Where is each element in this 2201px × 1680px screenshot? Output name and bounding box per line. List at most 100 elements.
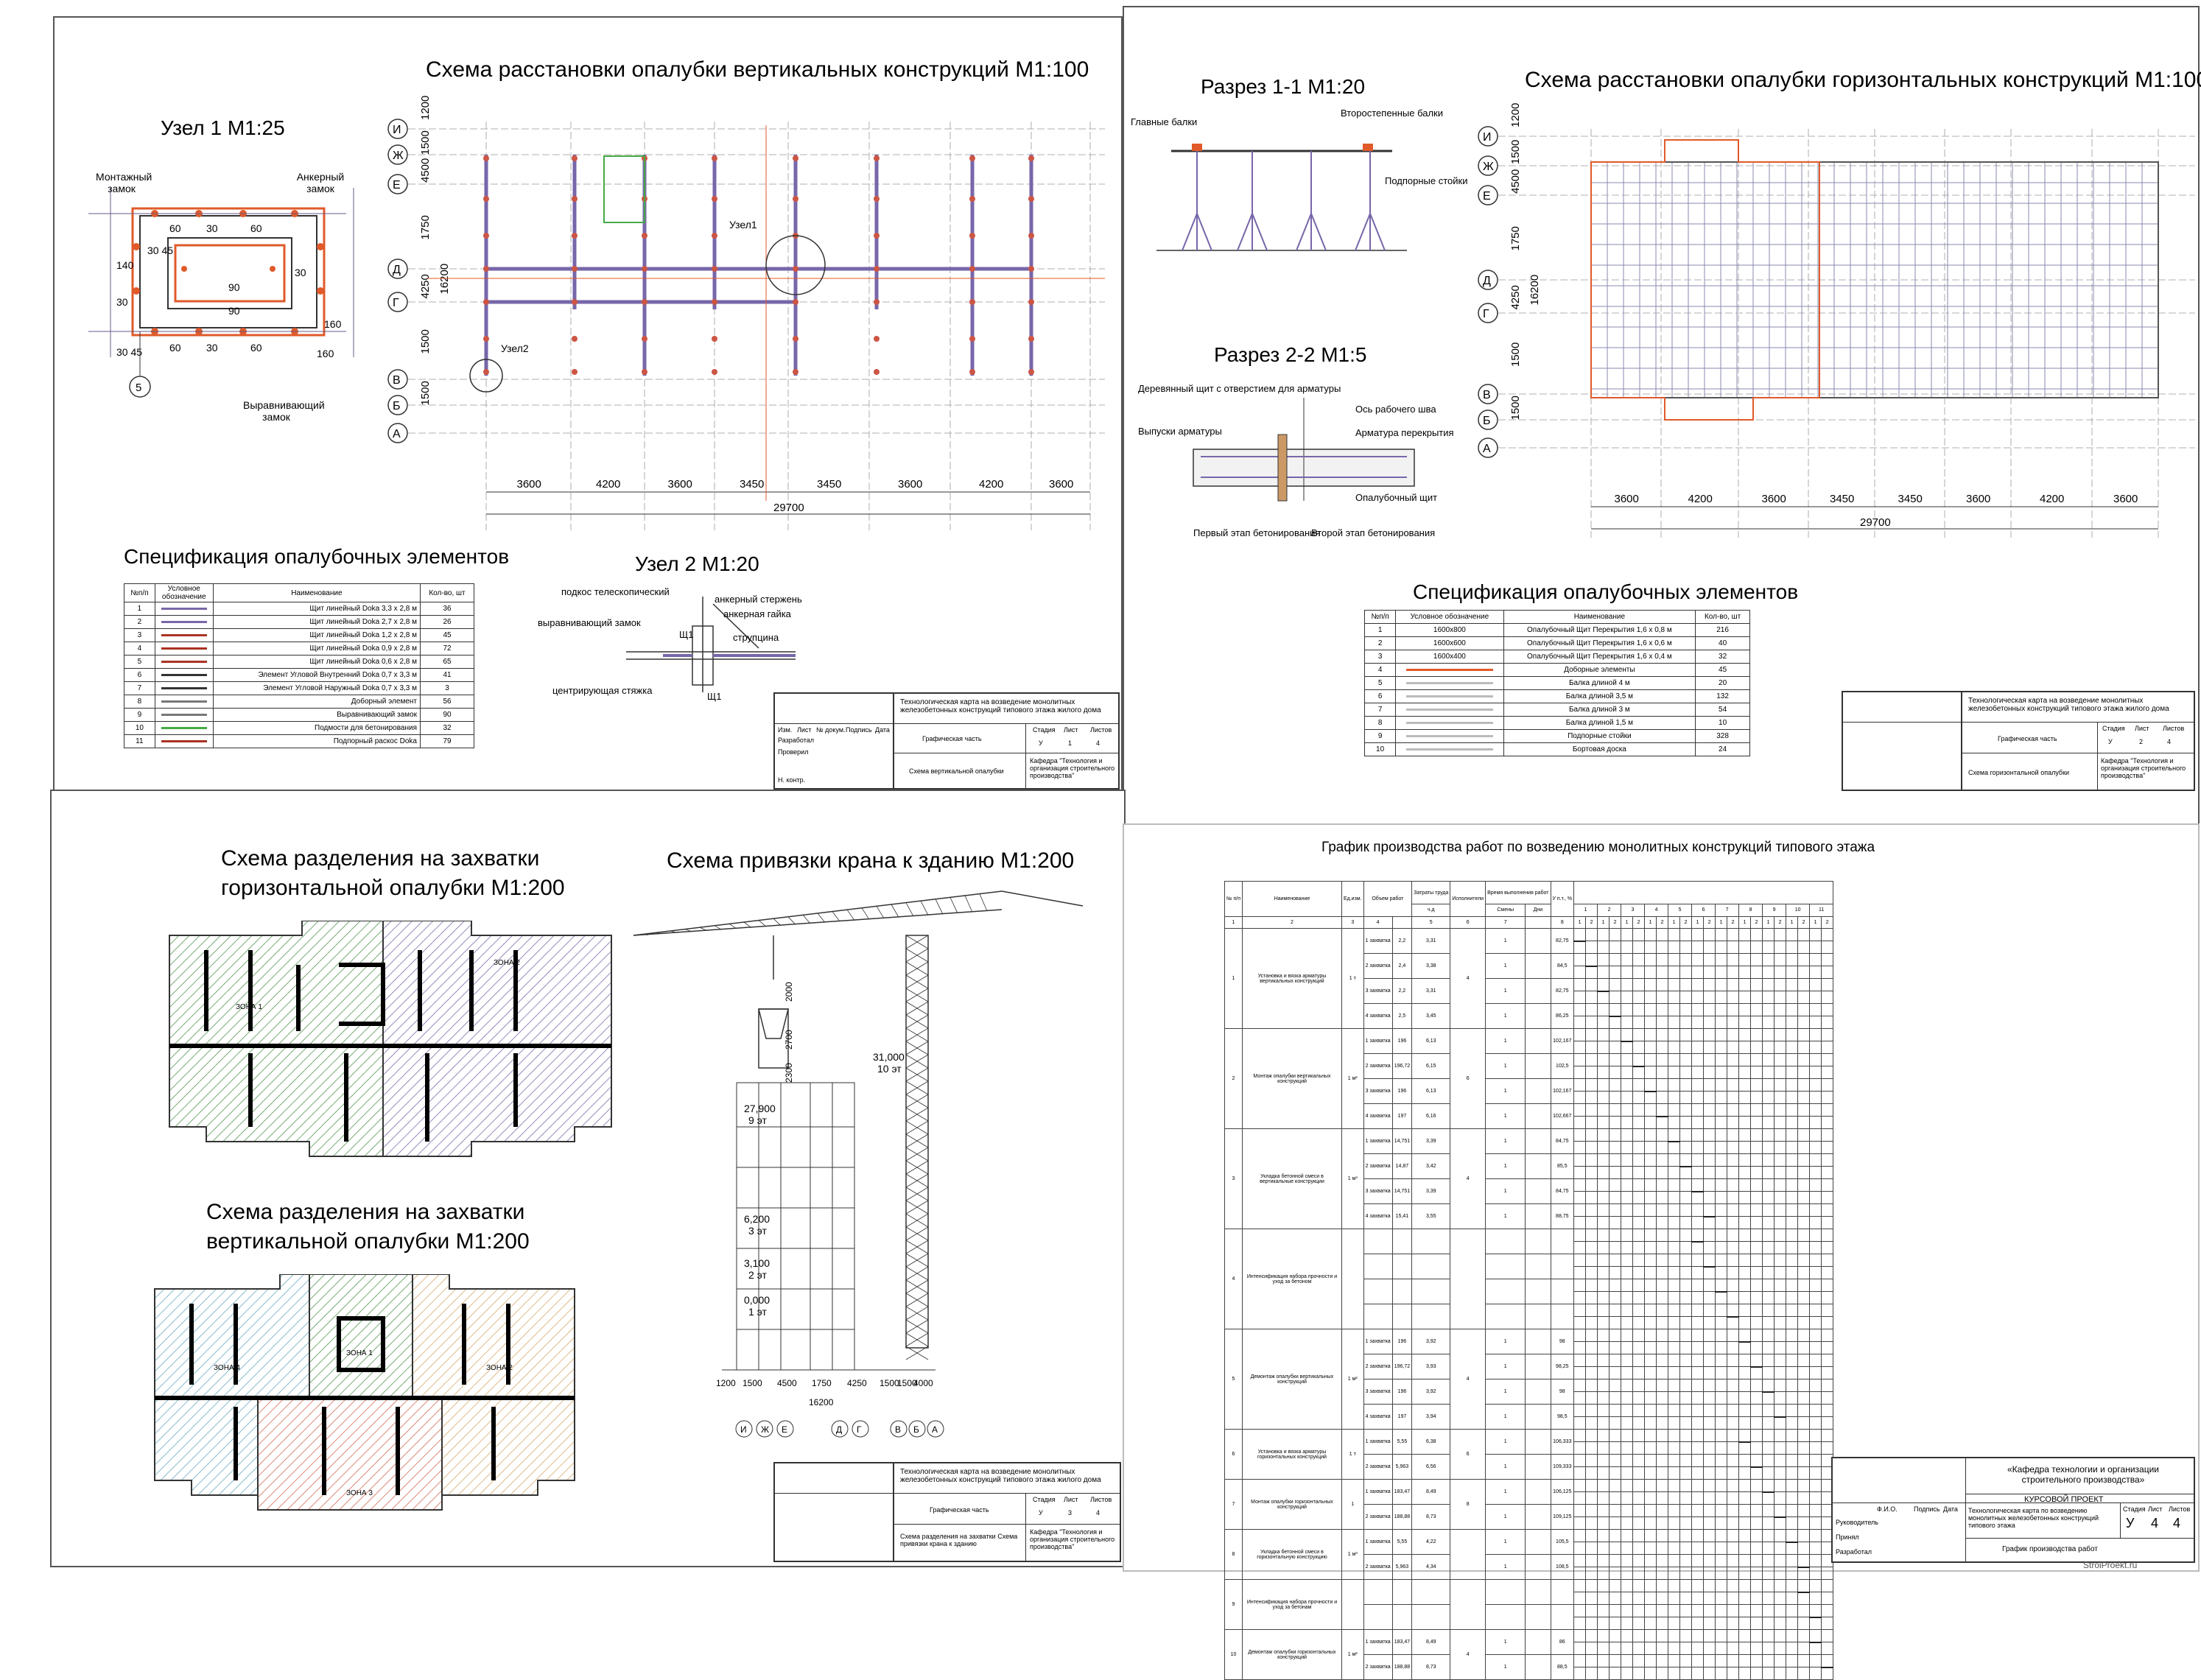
sched-shifts: 1 [1485,1529,1526,1555]
sched-bar-cell [1809,1191,1822,1204]
sched-bar-cell [1727,1078,1740,1092]
sched-bar-cell [1585,1379,1598,1392]
sched-half-day: 1 [1644,915,1657,929]
spec1-n: 7 [124,681,155,695]
spec2-h-name: Наименование [1503,610,1696,624]
spec2-row: 6 Балка длиной 3,5 м 132 [1363,689,1750,703]
sched-colnum: 5 [1411,915,1451,929]
sched-bar-cell [1632,1404,1646,1417]
sched-bar-cell [1809,1404,1822,1417]
sched-bar-cell [1632,1491,1646,1505]
sched-bar-cell [1621,953,1634,966]
sched-bar-cell [1621,1604,1634,1617]
row-dim-6: 1500 [419,381,432,405]
sched-row-n: 6 [1224,1429,1243,1480]
stamp4-col0: Стадия [2123,1505,2146,1513]
sched-bar-cell [1750,1116,1763,1129]
sched-bar-cell [1797,1441,1811,1455]
row-axis-3: Д [1483,275,1491,287]
sched-half-day: 1 [1691,915,1705,929]
sched-bar-cell [1656,1016,1669,1029]
sched-bar-cell [1715,1053,1728,1066]
sched-bar-cell [1786,1554,1799,1567]
sched-bar-cell [1644,1203,1657,1217]
sched-bar-cell [1762,1466,1775,1480]
sched-bar-cell [1786,1354,1799,1367]
sched-bar-cell [1679,1404,1693,1417]
sched-bar-cell [1738,1491,1752,1505]
sched-bar-cell [1585,1103,1598,1117]
sched-bar-cell [1691,1078,1705,1092]
sched-bar-cell [1621,1542,1634,1555]
sched-volume [1391,1579,1413,1605]
sched-bar-cell [1644,1078,1657,1092]
sched-bar-cell [1632,1466,1646,1480]
sched-bar-cell [1809,1542,1822,1555]
sched-bar-cell [1821,953,1834,966]
sched-bar-cell [1585,1579,1598,1592]
stamp4-role0: Руководитель [1836,1519,1878,1526]
sched-bar-cell [1691,1241,1705,1254]
sched-bar-cell [1573,1491,1587,1505]
sched-volume: 2,5 [1391,1003,1413,1029]
spec1-symbol [154,615,214,629]
level-floor-4: 1 эт [748,1306,768,1318]
sched-bar-cell [1774,1291,1787,1304]
sched-bar-cell [1573,1028,1587,1041]
sched-bar-cell [1609,1254,1622,1267]
sched-colnum: 7 [1485,915,1526,929]
sched-bar-cell [1750,1354,1763,1368]
sched-bar-cell [1750,966,1763,979]
sched-bar-cell [1668,928,1681,941]
sched-bar-cell [1715,966,1728,979]
sched-percent [1550,1604,1575,1630]
section22-drawing: Деревянный щит с отверстием для арматуры… [1138,383,1454,538]
sched-bar-cell [1691,1617,1705,1630]
sched-bar-cell [1797,1316,1811,1329]
sched-row-name: Демонтаж опалубки горизонтальных констру… [1241,1629,1342,1680]
spec2-row: 4 Доборные элементы 45 [1363,663,1750,677]
sched-bar-cell [1573,1254,1587,1267]
sched-bar-cell [1656,1429,1669,1442]
sched-row: 2 захватка 5,963 4,34 1 108,5 [1225,1554,1834,1580]
node2-drawing: подкос телескопический анкерный стержень… [538,586,802,702]
spec1-row: 2 Щит линейный Doka 2,7 х 2,8 м 26 [124,615,474,629]
sched-day-9: 10 [1786,904,1811,917]
sched-bar-cell [1786,1391,1799,1405]
sched-bar-cell [1703,991,1716,1004]
sched-bar-cell [1691,1441,1705,1455]
sched-bar-cell [1762,1078,1775,1092]
sched-bar-cell [1597,1066,1610,1079]
sched-bar-cell [1691,1554,1705,1567]
sched-bar-cell [1573,1078,1587,1092]
sched-bar-cell [1597,978,1610,992]
sched-bar-cell [1727,1391,1740,1405]
sched-bar-cell [1656,1266,1669,1279]
sched-bar-cell [1691,1341,1705,1354]
sched-bar-cell [1632,1516,1646,1530]
sched-bar-cell [1585,966,1598,979]
sched-bar-cell [1597,941,1610,954]
sched-bar-cell [1656,1667,1669,1680]
sched-bar-cell [1727,1629,1740,1642]
sched-row-name: Демонтаж опалубки вертикальных конструкц… [1241,1329,1342,1430]
sched-bar-cell [1762,1178,1775,1192]
spec2-name: Опалубочный Щит Перекрытия 1,6 х 0,8 м [1503,623,1696,637]
sched-bar-cell [1632,1153,1646,1167]
sched-bar-cell [1656,1041,1669,1054]
sched-bar-cell [1738,1203,1752,1217]
sched-bar-cell [1821,1567,1834,1580]
sched-zone: 2 захватка [1363,1053,1393,1079]
sched-bar-cell [1668,1091,1681,1104]
sched-bar-cell [1644,1041,1657,1054]
sched-bar-cell [1632,1016,1646,1029]
sched-bar-cell [1774,1191,1787,1204]
sched-bar-cell [1668,1504,1681,1517]
sched-bar-cell [1727,1667,1740,1680]
stamp1-r2: № докум. [816,726,846,734]
sched-bar-cell [1679,1016,1693,1029]
spec2-n: 2 [1363,636,1397,650]
col-dim-2: 3600 [668,478,692,491]
sched-bar-cell [1668,1216,1681,1229]
spec1-symbol [154,628,214,642]
